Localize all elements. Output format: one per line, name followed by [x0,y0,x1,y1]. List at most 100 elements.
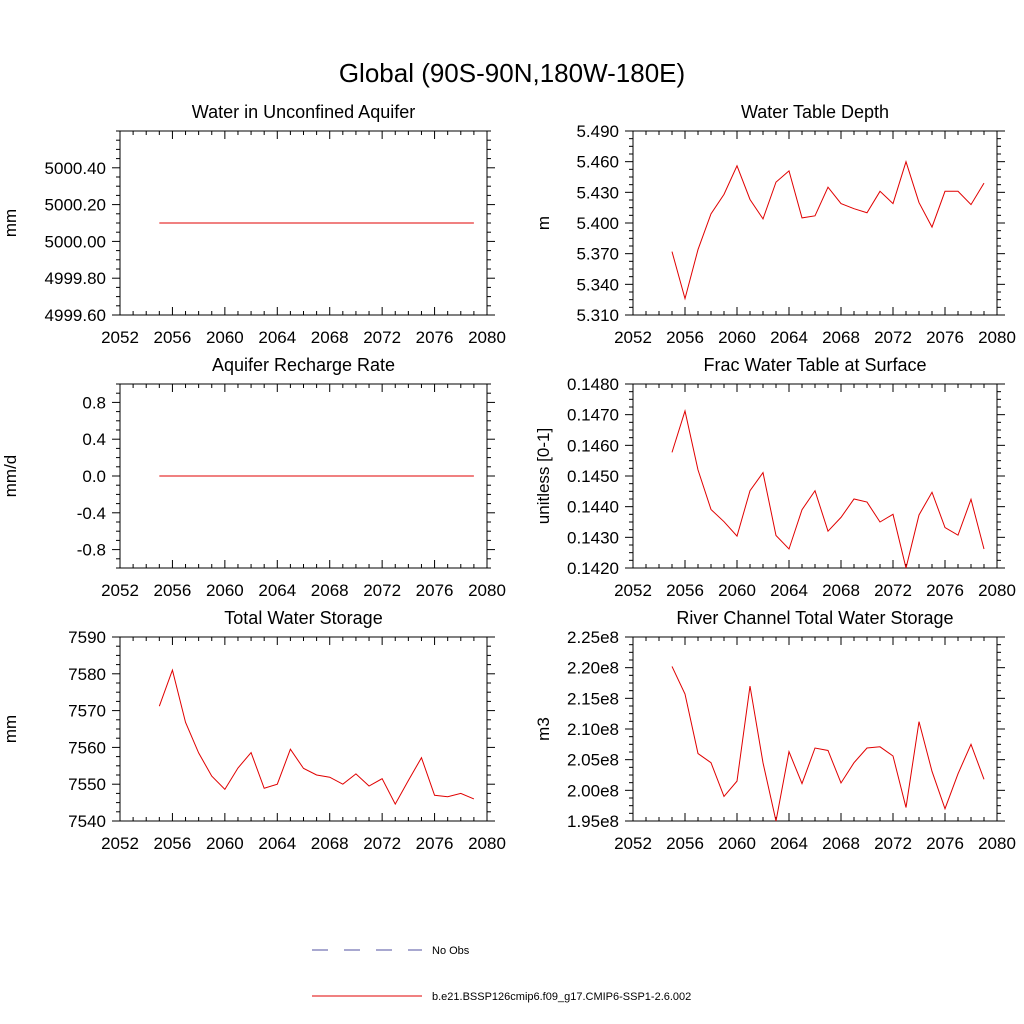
y-tick-label: 2.00e8 [567,781,619,800]
x-tick-label: 2072 [874,328,912,347]
x-tick-label: 2076 [416,834,454,853]
y-tick-label: 2.05e8 [567,751,619,770]
x-tick-label: 2072 [874,581,912,600]
x-tick-label: 2072 [363,328,401,347]
y-tick-label: 2.15e8 [567,689,619,708]
y-axis-label: mm [1,715,20,743]
x-tick-label: 2064 [770,328,808,347]
x-tick-label: 2080 [468,328,506,347]
x-tick-label: 2064 [258,834,296,853]
y-tick-label: 7540 [68,812,106,831]
y-tick-label: 4999.80 [45,269,106,288]
series-line [671,666,985,822]
y-tick-label: 5000.20 [45,196,106,215]
x-tick-label: 2052 [614,581,652,600]
y-axis-label: unitless [0-1] [534,428,553,524]
figure-title: Global (90S-90N,180W-180E) [339,58,685,88]
x-tick-label: 2068 [311,328,349,347]
x-tick-label: 2056 [666,581,704,600]
x-tick-label: 2080 [978,581,1016,600]
x-tick-label: 2060 [206,581,244,600]
y-tick-label: 7560 [68,738,106,757]
x-tick-label: 2056 [666,328,704,347]
y-tick-label: 0.1480 [567,375,619,394]
panel-total-water-storage: Total Water Storage 2052 2056 2060 2064 2068 2… [1,608,506,853]
y-tick-label: 0.1430 [567,528,619,547]
x-tick-label: 2064 [258,328,296,347]
x-tick-label: 2052 [101,581,139,600]
x-tick-label: 2068 [311,834,349,853]
series-line [671,409,985,569]
y-tick-label: 5.490 [576,122,619,141]
x-tick-label: 2060 [206,328,244,347]
y-tick-label: 5.460 [576,153,619,172]
x-tick-label: 2060 [718,834,756,853]
y-tick-label: 1.95e8 [567,812,619,831]
y-tick-label: 5.340 [576,275,619,294]
y-tick-label: 7580 [68,665,106,684]
x-tick-label: 2056 [154,581,192,600]
x-tick-label: 2052 [614,834,652,853]
x-tick-label: 2056 [154,834,192,853]
x-tick-label: 2068 [822,328,860,347]
legend-label-no-obs: No Obs [432,945,470,957]
x-tick-label: 2068 [822,834,860,853]
panel-title: Water in Unconfined Aquifer [192,102,415,122]
y-tick-label: -0.4 [77,504,106,523]
y-tick-label: 2.20e8 [567,659,619,678]
panel-aquifer-recharge-rate: Aquifer Recharge Rate 2052 2056 2060 2064 206… [1,355,506,600]
y-tick-label: -0.8 [77,541,106,560]
y-tick-label: 5.430 [576,183,619,202]
y-tick-label: 5.310 [576,306,619,325]
y-tick-label: 0.1460 [567,436,619,455]
x-tick-label: 2080 [468,581,506,600]
y-tick-label: 5000.40 [45,159,106,178]
y-tick-label: 0.1420 [567,559,619,578]
y-tick-label: 0.1450 [567,467,619,486]
x-tick-label: 2056 [154,328,192,347]
x-tick-label: 2076 [926,834,964,853]
series-line [158,668,475,806]
y-tick-label: 0.1440 [567,498,619,517]
plot-frame [632,636,998,822]
x-tick-label: 2064 [770,581,808,600]
x-tick-label: 2060 [718,581,756,600]
y-tick-label: 0.4 [82,430,106,449]
x-tick-label: 2076 [416,328,454,347]
series-line [671,160,985,301]
x-tick-label: 2080 [978,834,1016,853]
y-tick-label: 5000.00 [45,232,106,251]
legend: No Obs b.e21.BSSP126cmip6.f09_g17.CMIP6-… [312,945,691,1003]
x-tick-label: 2052 [101,328,139,347]
x-tick-label: 2060 [206,834,244,853]
x-tick-label: 2064 [770,834,808,853]
x-tick-label: 2060 [718,328,756,347]
y-tick-label: 2.25e8 [567,628,619,647]
y-tick-label: 4999.60 [45,306,106,325]
x-tick-label: 2072 [363,834,401,853]
x-tick-label: 2076 [926,581,964,600]
panel-river-channel-total-water-storage: River Channel Total Water Storage 2052 205… [534,608,1016,853]
panel-title: River Channel Total Water Storage [676,608,953,628]
y-axis-label: m [534,216,553,230]
y-tick-label: 0.8 [82,393,106,412]
panel-title: Frac Water Table at Surface [703,355,926,375]
x-tick-label: 2068 [311,581,349,600]
y-axis-label: mm [1,209,20,237]
x-tick-label: 2076 [926,328,964,347]
panels: Water in Unconfined Aquifer 2052 2056 2060 2… [1,102,1016,853]
x-tick-label: 2080 [978,328,1016,347]
panel-title: Aquifer Recharge Rate [212,355,395,375]
plot-frame [632,383,998,569]
y-tick-label: 0.1470 [567,406,619,425]
panel-water-table-depth: Water Table Depth 2052 2056 2060 2064 2068 207… [534,102,1016,347]
legend-label-model: b.e21.BSSP126cmip6.f09_g17.CMIP6-SSP1-2.… [432,991,691,1003]
y-tick-label: 5.370 [576,245,619,264]
y-axis-label: m3 [534,717,553,741]
x-tick-label: 2052 [614,328,652,347]
y-tick-label: 5.400 [576,214,619,233]
y-tick-label: 7590 [68,628,106,647]
x-tick-label: 2076 [416,581,454,600]
y-axis-label: mm/d [1,455,20,498]
